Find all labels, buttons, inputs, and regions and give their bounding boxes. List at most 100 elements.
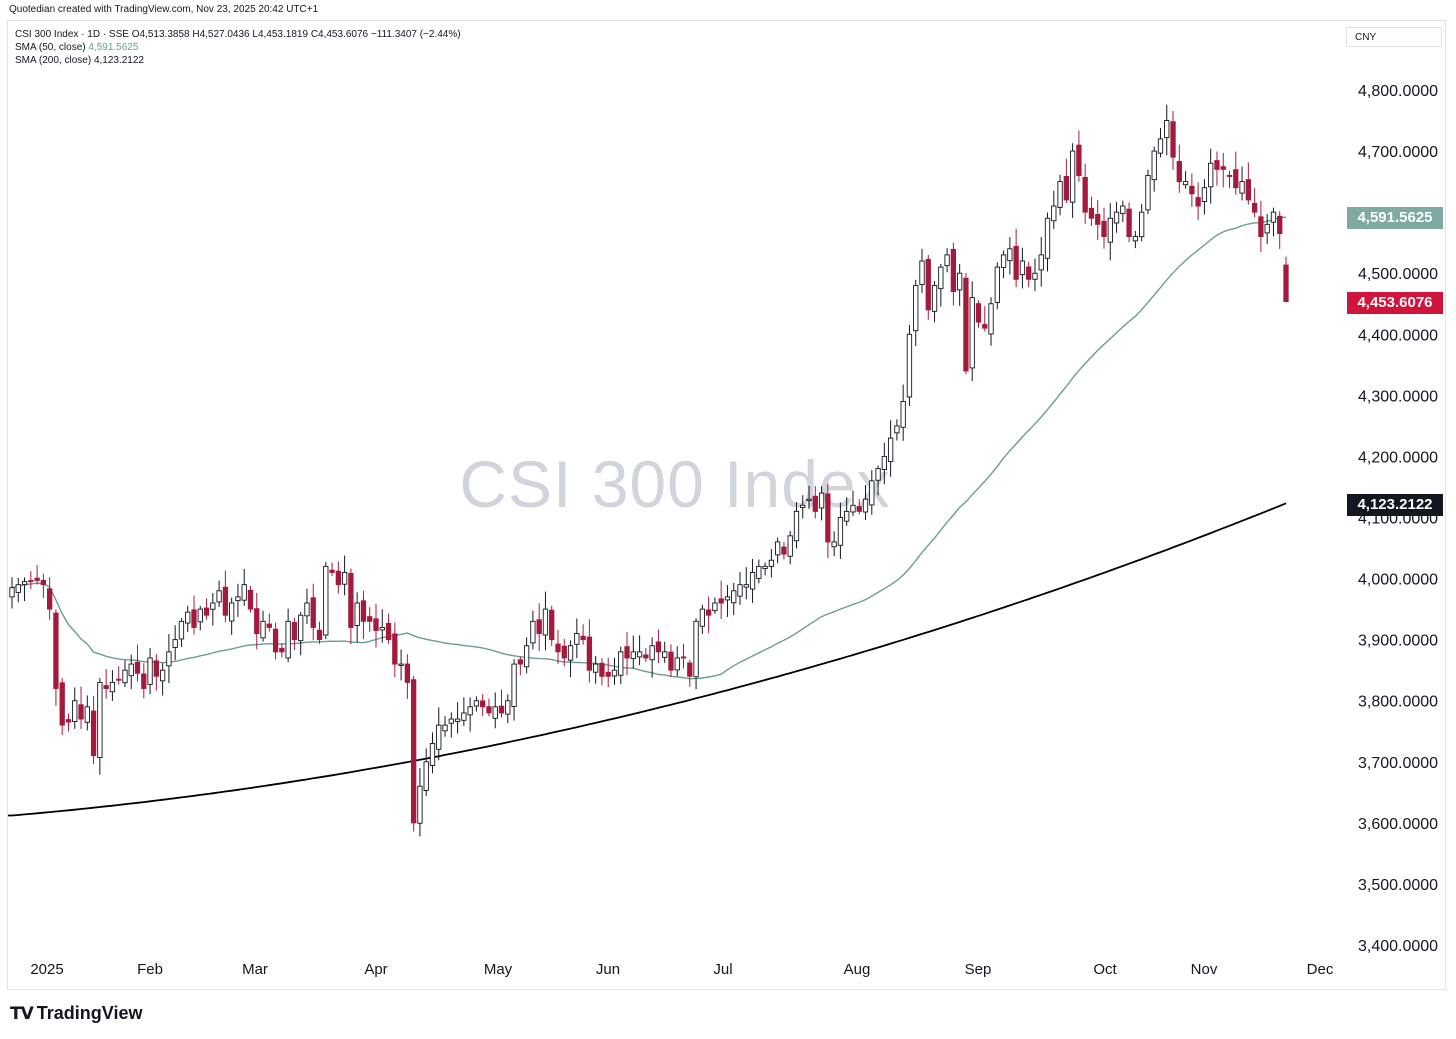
legend-symbol: CSI 300 Index · 1D · SSE bbox=[15, 29, 129, 40]
x-tick-label: Sep bbox=[965, 961, 992, 978]
candle bbox=[84, 695, 90, 731]
candle bbox=[800, 495, 806, 519]
currency-selector[interactable]: CNY bbox=[1346, 27, 1442, 47]
x-tick-label: Jul bbox=[713, 961, 732, 978]
candle bbox=[1107, 203, 1113, 261]
chart-frame bbox=[7, 20, 1446, 990]
candle bbox=[636, 635, 643, 666]
candle bbox=[1201, 179, 1208, 215]
candle bbox=[1139, 203, 1145, 242]
candle bbox=[78, 686, 84, 729]
candle bbox=[586, 619, 593, 683]
candle bbox=[159, 662, 166, 696]
legend-sma200-value: 4,123.2122 bbox=[93, 55, 144, 66]
candle bbox=[906, 324, 913, 406]
candle bbox=[875, 465, 881, 496]
candle bbox=[523, 637, 530, 674]
candle bbox=[329, 562, 335, 576]
candle bbox=[203, 598, 210, 620]
x-tick-label: Oct bbox=[1093, 961, 1117, 978]
candle bbox=[1044, 212, 1051, 272]
candle bbox=[423, 748, 429, 797]
candle bbox=[122, 660, 128, 688]
candle bbox=[1157, 128, 1164, 158]
candle bbox=[1208, 148, 1214, 204]
credit-text: Quotedian created with TradingView.com, … bbox=[9, 4, 319, 15]
legend-sma200-row: SMA (200, close) 4,123.2122 bbox=[15, 54, 461, 67]
candle bbox=[448, 712, 454, 738]
x-tick-label: Apr bbox=[364, 961, 387, 978]
candle bbox=[316, 621, 323, 644]
y-tick-label: 4,300.0000 bbox=[1358, 388, 1438, 405]
candle bbox=[618, 646, 624, 685]
candle bbox=[1245, 162, 1251, 205]
x-tick-label: Dec bbox=[1307, 961, 1334, 978]
candle bbox=[963, 273, 969, 375]
candle bbox=[680, 643, 687, 669]
candle bbox=[1057, 174, 1063, 216]
candle bbox=[34, 565, 40, 585]
candle bbox=[718, 580, 724, 620]
candle bbox=[109, 670, 116, 701]
candle bbox=[605, 657, 611, 688]
legend-sma50-value: 4,591.5625 bbox=[88, 42, 139, 53]
candle bbox=[536, 603, 542, 652]
candle bbox=[272, 622, 279, 660]
candle bbox=[147, 648, 153, 695]
candle bbox=[341, 555, 348, 596]
candle bbox=[831, 531, 837, 557]
candle bbox=[1176, 144, 1182, 193]
candle bbox=[473, 696, 480, 712]
candle bbox=[1145, 169, 1151, 214]
candle bbox=[1258, 200, 1264, 252]
x-tick-label: Feb bbox=[137, 961, 163, 978]
candle bbox=[630, 635, 636, 669]
candle bbox=[1007, 237, 1013, 275]
y-tick-label: 4,400.0000 bbox=[1358, 327, 1438, 344]
candle bbox=[197, 605, 203, 631]
candle bbox=[379, 609, 385, 643]
candle bbox=[1013, 228, 1019, 288]
candle bbox=[128, 654, 134, 690]
candle bbox=[254, 592, 260, 650]
candle bbox=[988, 297, 994, 346]
candle bbox=[47, 577, 53, 620]
candle bbox=[392, 622, 398, 678]
tradingview-logo[interactable]: 𝗧𝗩 TradingView bbox=[10, 1003, 142, 1024]
candle bbox=[555, 630, 561, 664]
candle bbox=[517, 656, 523, 676]
candle bbox=[178, 617, 185, 647]
candle bbox=[844, 497, 850, 526]
candle bbox=[28, 571, 34, 590]
candle bbox=[72, 687, 78, 729]
x-tick-label: Aug bbox=[844, 961, 871, 978]
candle bbox=[492, 692, 498, 729]
candle bbox=[837, 502, 844, 559]
candle bbox=[354, 592, 360, 643]
candle bbox=[1277, 211, 1283, 250]
candle bbox=[1063, 158, 1069, 204]
candle bbox=[1120, 200, 1126, 223]
candle bbox=[950, 242, 957, 306]
candle bbox=[869, 470, 875, 515]
candle bbox=[210, 592, 216, 626]
candle bbox=[887, 420, 894, 477]
candle bbox=[90, 696, 97, 765]
sma200-price-tag: 4,123.2122 bbox=[1347, 494, 1443, 516]
candle bbox=[411, 675, 417, 832]
candle bbox=[304, 588, 310, 625]
price-axis: 4,800.00004,700.00004,600.00004,500.0000… bbox=[1358, 83, 1438, 955]
candle bbox=[561, 638, 567, 667]
candle bbox=[1082, 163, 1088, 224]
candle bbox=[1182, 171, 1189, 189]
sma50-price-tag: 4,591.5625 bbox=[1347, 207, 1443, 229]
candle bbox=[222, 570, 229, 623]
candle bbox=[900, 384, 906, 441]
candle bbox=[279, 643, 285, 658]
candle bbox=[298, 612, 304, 656]
y-tick-label: 3,900.0000 bbox=[1358, 633, 1438, 650]
time-axis: 2025 Feb Mar Apr May Jun Jul Aug Sep Oct Nov Dec bbox=[30, 961, 1334, 978]
y-tick-label: 4,800.0000 bbox=[1358, 83, 1438, 100]
candle bbox=[975, 300, 982, 328]
